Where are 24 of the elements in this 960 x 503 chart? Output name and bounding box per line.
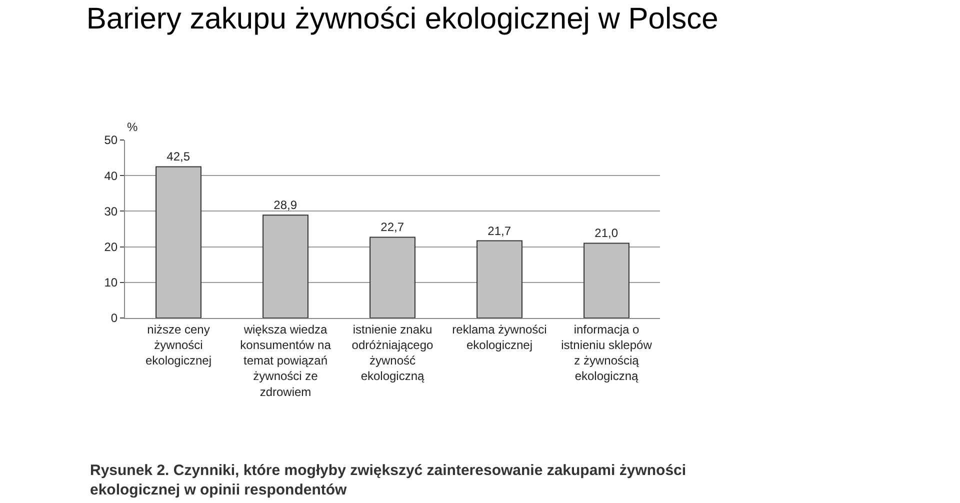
bar: [156, 166, 202, 318]
data-label: 42,5: [166, 150, 190, 164]
text: Rysunek 2. Czynniki, które mogłyby zwiększyć zainteresowanie zakupami żywności ekologicznej w opinii respondentów: [90, 462, 686, 498]
data-label: 21,0: [594, 226, 618, 240]
data-label: 28,9: [274, 198, 298, 212]
bar: [584, 242, 630, 318]
x-tick-label: informacja o istnieniu sklepów z żywnością ekologiczną: [561, 322, 652, 384]
data-label: 22,7: [380, 220, 404, 234]
bar: [370, 236, 416, 318]
data-label: 21,7: [488, 224, 512, 238]
x-tick-label: reklama żywności ekologicznej: [452, 322, 547, 352]
x-tick-label: niższe ceny żywności ekologicznej: [145, 322, 212, 368]
y-axis-title: %: [127, 120, 138, 134]
bar: [476, 240, 522, 318]
x-tick-label: istnienie znaku odróżniającego żywność ekologiczną: [352, 322, 434, 384]
bar: [262, 214, 308, 318]
y-tick-label: 30: [104, 204, 118, 218]
y-tick-label: 20: [104, 240, 118, 254]
y-tick-label: 50: [104, 133, 118, 148]
x-tick-label: większa wiedza konsumentów na temat powiązań żywności ze zdrowiem: [240, 322, 332, 399]
y-tick-label: 10: [104, 276, 118, 290]
y-tick-label: 40: [104, 168, 118, 183]
chart-title: Bariery zakupu żywności ekologicznej w Polsce: [86, 2, 718, 36]
y-tick-label: 0: [110, 311, 118, 326]
